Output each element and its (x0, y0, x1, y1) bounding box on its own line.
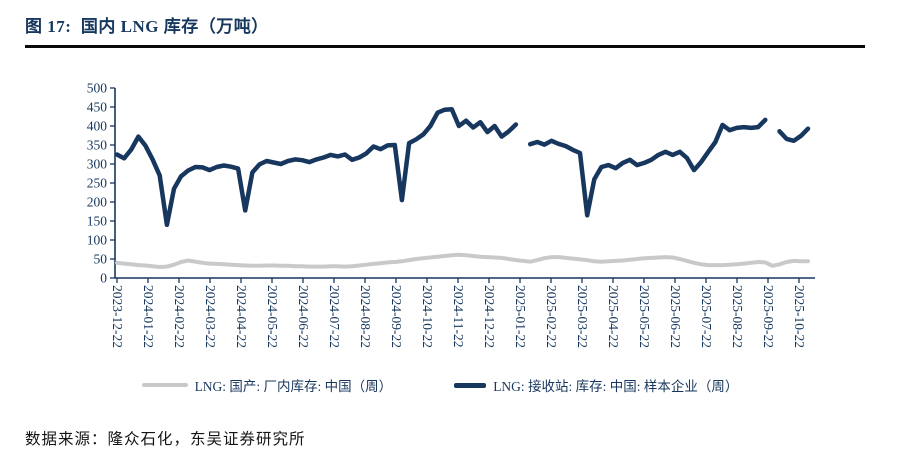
x-tick-label: 2024-04-22 (234, 285, 249, 348)
x-tick-label: 2024-07-22 (327, 285, 342, 348)
x-tick-label: 2025-05-22 (637, 285, 652, 348)
x-tick-label: 2025-08-22 (730, 285, 745, 348)
series-line-terminal (527, 117, 768, 218)
series-line-terminal (114, 107, 519, 228)
y-tick-label: 350 (87, 138, 108, 153)
series-line-domestic (115, 252, 810, 269)
figure-title: 图 17: 国内 LNG 库存（万吨） (25, 17, 269, 36)
y-tick-label: 0 (100, 271, 107, 286)
x-tick-label: 2024-08-22 (358, 285, 373, 348)
x-tick-label: 2024-06-22 (296, 285, 311, 348)
x-tick-label: 2025-02-22 (544, 285, 559, 348)
y-tick-label: 400 (87, 119, 108, 134)
x-tick-label: 2024-05-22 (265, 285, 280, 348)
x-tick-label: 2024-02-22 (172, 285, 187, 348)
y-tick-label: 200 (87, 195, 108, 210)
x-tick-label: 2025-03-22 (575, 285, 590, 348)
series-line-terminal (777, 126, 811, 144)
x-tick-label: 2024-03-22 (203, 285, 218, 348)
legend-item-domestic: LNG: 国产: 厂内库存: 中国（周） (141, 375, 393, 395)
x-tick-label: 2025-04-22 (606, 285, 621, 348)
x-tick-label: 2024-10-22 (420, 285, 435, 348)
legend-swatch-terminal-line (454, 382, 487, 388)
x-tick-label: 2023-12-22 (110, 285, 125, 348)
data-source: 数据来源：隆众石化，东吴证券研究所 (25, 431, 306, 448)
x-tick-label: 2024-11-22 (451, 285, 466, 348)
x-tick-label: 2025-01-22 (513, 285, 528, 348)
title-divider (25, 45, 865, 48)
legend-label-terminal: LNG: 接收站: 库存: 中国: 样本企业（周） (493, 379, 739, 394)
x-tick-label: 2025-06-22 (668, 285, 683, 348)
x-tick-label: 2025-10-22 (792, 285, 807, 348)
y-tick-label: 450 (87, 100, 108, 115)
legend-label-domestic: LNG: 国产: 厂内库存: 中国（周） (194, 379, 393, 394)
y-tick-label: 100 (87, 233, 108, 248)
legend-swatch-domestic-line (141, 383, 188, 387)
legend-item-terminal: LNG: 接收站: 库存: 中国: 样本企业（周） (454, 375, 738, 395)
x-tick-label: 2024-09-22 (389, 285, 404, 348)
x-tick-label: 2024-12-22 (482, 285, 497, 348)
y-tick-label: 50 (94, 252, 108, 267)
x-tick-label: 2025-09-22 (761, 285, 776, 348)
x-tick-label: 2025-07-22 (699, 285, 714, 348)
y-tick-label: 300 (87, 157, 108, 172)
x-tick-label: 2024-01-22 (141, 285, 156, 348)
y-tick-label: 250 (87, 176, 108, 191)
y-tick-label: 150 (87, 214, 108, 229)
y-tick-label: 500 (87, 81, 108, 96)
chart-legend: LNG: 国产: 厂内库存: 中国（周） LNG: 接收站: 库存: 中国: 样… (0, 375, 880, 395)
